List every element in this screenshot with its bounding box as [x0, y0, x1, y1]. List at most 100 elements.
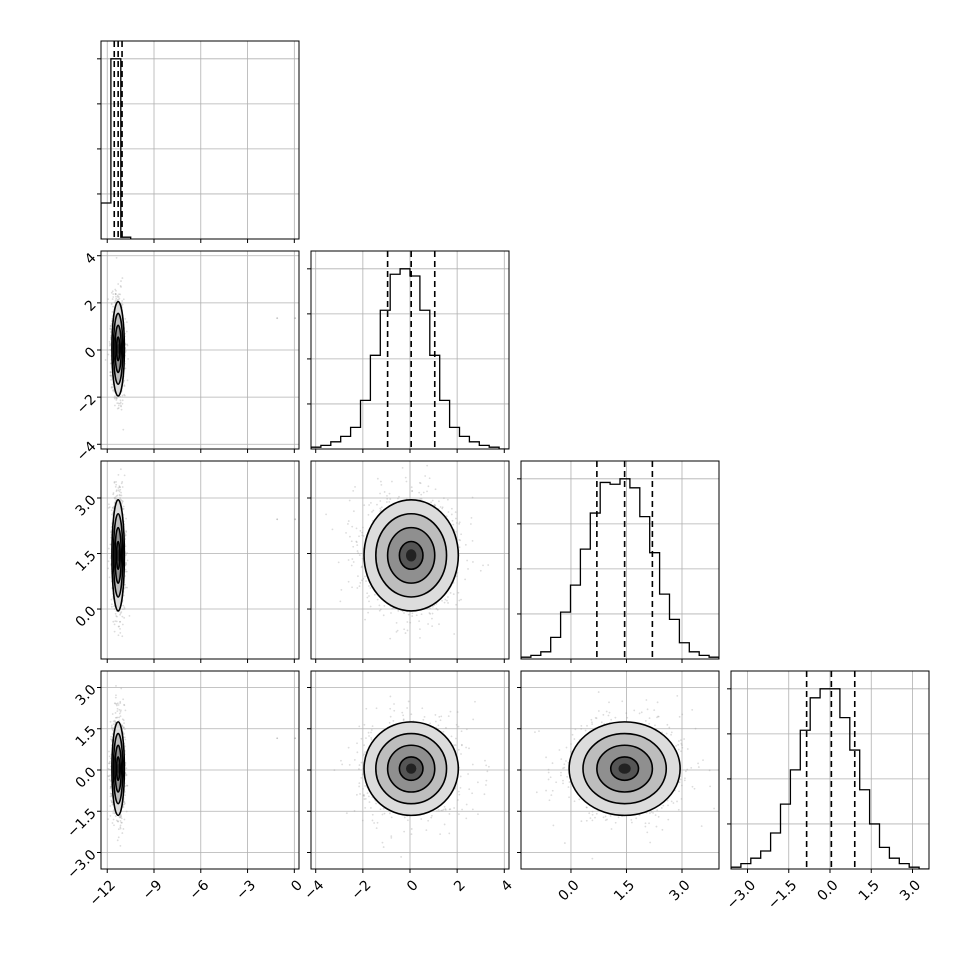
sample-point	[654, 724, 656, 727]
sample-point	[368, 585, 370, 587]
sample-point	[115, 295, 117, 298]
sample-point	[115, 480, 117, 483]
sample-point	[441, 506, 444, 509]
sample-point	[120, 815, 123, 818]
sample-point	[113, 824, 115, 827]
sample-point	[113, 481, 116, 484]
sample-point	[113, 719, 116, 722]
sample-point	[429, 722, 432, 725]
sample-point	[110, 735, 113, 738]
sample-point	[453, 633, 456, 635]
sample-point	[425, 829, 428, 832]
sample-point	[112, 305, 114, 308]
sample-point	[454, 517, 457, 520]
sample-point	[109, 348, 112, 351]
sample-point	[361, 819, 364, 822]
sample-point	[567, 786, 570, 788]
sample-point	[362, 526, 364, 529]
sample-point	[116, 839, 119, 842]
sample-point	[672, 802, 675, 804]
sample-point	[381, 813, 384, 816]
sample-point	[667, 818, 670, 821]
sample-point	[333, 769, 336, 772]
y-tick-label: −2	[74, 391, 100, 417]
contour-line	[386, 526, 436, 584]
sample-point	[119, 494, 121, 497]
sample-point	[109, 557, 112, 559]
sample-point	[124, 367, 127, 370]
sample-point	[116, 716, 119, 719]
sample-point	[431, 612, 434, 615]
sample-point	[108, 341, 111, 343]
sample-point	[436, 810, 438, 812]
sample-point	[549, 776, 552, 779]
sample-point	[389, 715, 392, 718]
sample-point	[390, 835, 393, 838]
sample-point	[423, 715, 426, 718]
sample-point	[428, 612, 431, 614]
sample-point	[119, 498, 122, 501]
sample-point	[580, 724, 583, 727]
sample-point	[563, 763, 566, 766]
sample-point	[120, 611, 123, 613]
sample-point	[690, 766, 693, 769]
sample-point	[640, 711, 643, 714]
panel-frame	[100, 670, 300, 870]
sample-point	[434, 714, 437, 716]
sample-point	[122, 719, 125, 722]
sample-point	[125, 530, 127, 532]
sample-point	[108, 775, 110, 778]
sample-point	[448, 808, 451, 811]
sample-point	[614, 716, 617, 719]
sample-point	[109, 374, 112, 377]
sample-point	[665, 732, 668, 735]
sample-point	[645, 699, 648, 701]
sample-point	[607, 714, 610, 717]
sample-point	[349, 535, 351, 538]
sample-point	[485, 779, 488, 782]
sample-point	[109, 371, 112, 373]
sample-point	[606, 818, 608, 821]
panel-1-1	[307, 250, 510, 453]
sample-point	[460, 533, 463, 536]
sample-point	[609, 815, 612, 817]
y-tick-label: −3.0	[64, 847, 99, 882]
sample-point	[411, 615, 414, 617]
sample-point	[365, 580, 367, 582]
contour-line	[115, 756, 121, 782]
sample-point	[117, 473, 120, 476]
sample-point	[431, 617, 433, 620]
sample-point	[355, 541, 358, 544]
sample-point	[122, 604, 125, 607]
sample-point	[352, 545, 355, 548]
sample-point	[107, 768, 110, 770]
sample-point	[709, 785, 712, 788]
panel-0-0	[97, 40, 300, 243]
sample-point	[120, 687, 123, 690]
sample-point	[551, 789, 554, 792]
sample-point	[107, 353, 110, 356]
sample-point	[108, 762, 110, 765]
sample-point	[122, 298, 125, 301]
sample-point	[358, 725, 361, 728]
sample-point	[122, 428, 125, 431]
sample-point	[368, 595, 370, 597]
sample-point	[116, 295, 119, 298]
sample-point	[447, 602, 449, 604]
sample-point	[117, 625, 120, 628]
sample-point	[668, 726, 671, 729]
y-tick-label: 0.0	[73, 603, 100, 630]
sample-point	[358, 535, 360, 538]
sample-point	[118, 486, 121, 489]
sample-point	[457, 748, 460, 751]
sample-point	[116, 294, 119, 297]
sample-point	[445, 515, 448, 518]
sample-point	[108, 576, 111, 579]
sample-point	[364, 785, 367, 787]
sample-point	[115, 615, 118, 617]
sample-point	[362, 577, 365, 580]
sample-point	[362, 754, 365, 757]
sample-point	[364, 807, 367, 809]
sample-point	[381, 841, 384, 844]
sample-point	[110, 795, 113, 798]
